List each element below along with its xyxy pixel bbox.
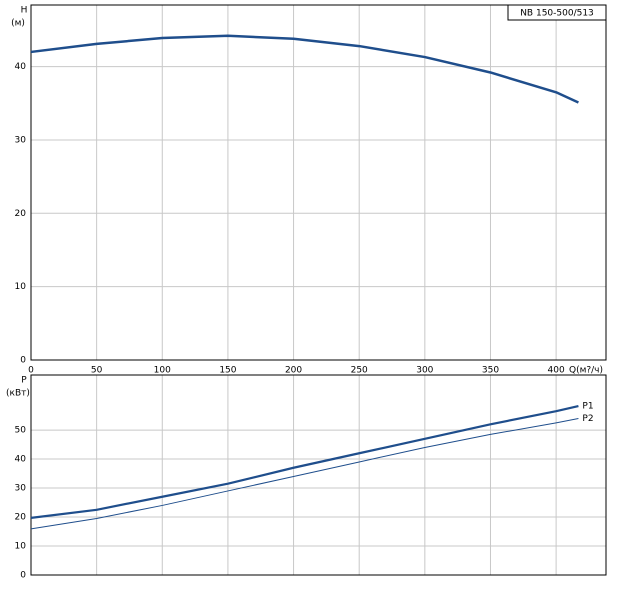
x-axis-label: Q(м?/ч) bbox=[569, 366, 603, 376]
y-tick-label: 10 bbox=[15, 282, 27, 292]
x-tick-label: 50 bbox=[91, 366, 103, 376]
x-tick-label: 150 bbox=[219, 366, 236, 376]
plot-frame bbox=[30, 4, 607, 361]
x-tick-label: 100 bbox=[154, 366, 171, 376]
y-tick-label: 50 bbox=[15, 426, 27, 436]
plot-frame bbox=[30, 374, 607, 576]
y-axis-unit: (кВт) bbox=[6, 389, 30, 399]
y-tick-label: 10 bbox=[15, 542, 27, 552]
y-axis-label: P bbox=[21, 376, 27, 386]
y-tick-label: 0 bbox=[20, 571, 26, 581]
series-line bbox=[30, 34, 579, 104]
x-tick-label: 400 bbox=[548, 366, 565, 376]
title-box bbox=[507, 4, 607, 21]
series-label: P1 bbox=[582, 402, 593, 412]
x-tick-label: 350 bbox=[482, 366, 499, 376]
y-tick-label: 40 bbox=[15, 62, 27, 72]
y-axis-label: H bbox=[21, 6, 28, 16]
series-line bbox=[30, 404, 579, 519]
y-tick-label: 20 bbox=[15, 513, 27, 523]
series-line bbox=[30, 417, 579, 530]
x-tick-label: 0 bbox=[28, 366, 34, 376]
x-tick-label: 250 bbox=[351, 366, 368, 376]
x-tick-label: 300 bbox=[416, 366, 433, 376]
y-tick-label: 40 bbox=[15, 455, 27, 465]
y-tick-label: 20 bbox=[15, 209, 27, 219]
series-label: P2 bbox=[582, 414, 593, 424]
chart-title: NB 150-500/513 bbox=[520, 9, 594, 19]
y-tick-label: 30 bbox=[15, 484, 27, 494]
y-tick-label: 0 bbox=[20, 356, 26, 366]
y-axis-unit: (м) bbox=[11, 19, 25, 29]
x-tick-label: 200 bbox=[285, 366, 302, 376]
y-tick-label: 30 bbox=[15, 135, 27, 145]
